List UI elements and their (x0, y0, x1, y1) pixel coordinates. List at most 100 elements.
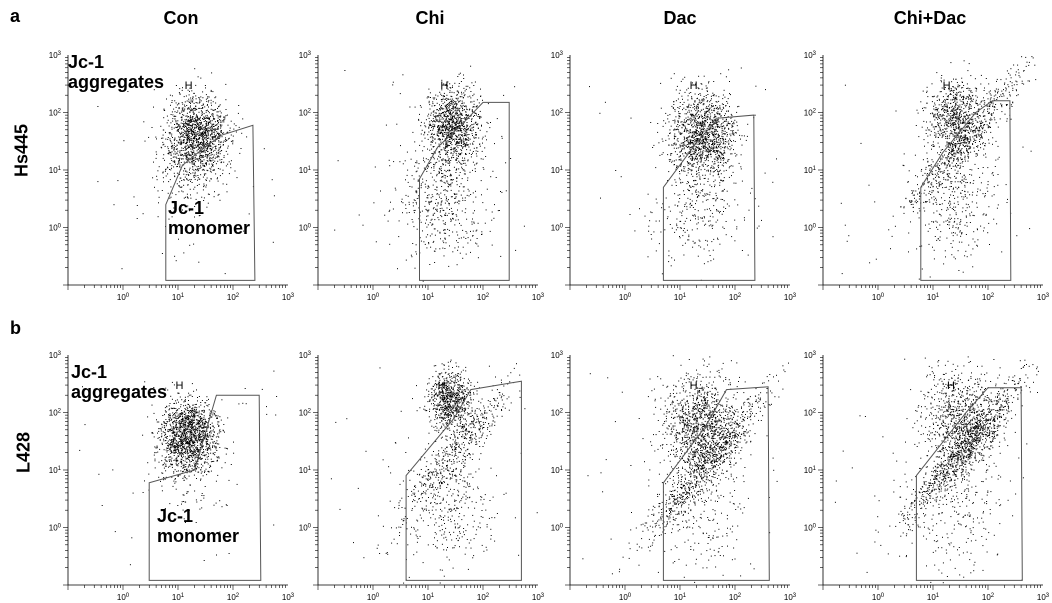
scatter-point (203, 156, 205, 158)
scatter-point (191, 90, 193, 92)
scatter-point (480, 88, 481, 90)
scatter-point (452, 213, 454, 215)
scatter-point (175, 85, 177, 86)
scatter-point (157, 170, 159, 172)
scatter-point (230, 160, 232, 162)
scatter-point (722, 122, 724, 124)
scatter-point (441, 159, 443, 160)
scatter-point (435, 112, 437, 114)
scatter-point (691, 115, 692, 117)
scatter-point (449, 133, 451, 135)
scatter-point (440, 120, 442, 122)
scatter-point (218, 106, 219, 108)
scatter-point (431, 218, 433, 220)
scatter-point (190, 115, 191, 117)
scatter-point (215, 147, 216, 149)
scatter-point (703, 178, 705, 179)
scatter-point (708, 143, 710, 145)
scatter-point (720, 198, 722, 200)
scatter-point (202, 176, 204, 178)
scatter-point (428, 166, 430, 168)
scatter-point (728, 128, 730, 130)
scatter-point (191, 140, 192, 142)
scatter-point (687, 130, 689, 132)
scatter-point (176, 122, 178, 124)
scatter-point (453, 100, 455, 102)
scatter-point (690, 202, 691, 204)
scatter-point (197, 149, 199, 150)
scatter-point (692, 131, 694, 133)
scatter-point (449, 143, 451, 144)
scatter-point (401, 198, 403, 200)
scatter-point (433, 240, 435, 242)
scatter-point (441, 135, 443, 137)
scatter-point (681, 121, 683, 123)
scatter-point (656, 202, 658, 204)
scatter-point (705, 142, 707, 144)
scatter-point (479, 117, 481, 119)
scatter-point (198, 138, 200, 140)
scatter-point (457, 246, 459, 248)
scatter-point (187, 133, 189, 135)
scatter-point (726, 101, 728, 102)
scatter-point (445, 105, 447, 106)
scatter-point (228, 161, 230, 163)
scatter-point (457, 107, 459, 109)
scatter-point (206, 177, 208, 179)
scatter-point (709, 173, 711, 175)
scatter-point (720, 115, 722, 117)
scatter-point (452, 139, 454, 140)
scatter-point (697, 222, 699, 224)
scatter-point (184, 149, 186, 151)
scatter-point (450, 146, 452, 148)
scatter-point (216, 156, 218, 158)
scatter-point (168, 152, 170, 154)
scatter-point (183, 170, 185, 172)
scatter-point (679, 155, 681, 157)
scatter-point (709, 131, 711, 133)
scatter-point (167, 166, 168, 168)
scatter-point (202, 125, 203, 127)
scatter-point (704, 157, 706, 159)
scatter-point (191, 143, 193, 145)
scatter-point (210, 178, 212, 180)
scatter-point (157, 190, 159, 192)
scatter-point (704, 193, 706, 195)
scatter-point (678, 115, 680, 117)
scatter-point (206, 129, 208, 131)
scatter-point (200, 163, 202, 165)
scatter-point (217, 107, 218, 109)
scatter-point (217, 123, 219, 125)
scatter-point (444, 237, 446, 239)
scatter-point (173, 108, 175, 110)
scatter-point (170, 104, 171, 106)
scatter-point (695, 121, 697, 123)
scatter-point (469, 108, 471, 110)
scatter-point (180, 155, 182, 156)
scatter-point (696, 139, 698, 141)
scatter-point (188, 123, 190, 125)
scatter-point (210, 157, 212, 159)
scatter-point (724, 146, 726, 148)
scatter-point (187, 130, 189, 132)
scatter-point (192, 152, 194, 154)
scatter-point (436, 102, 438, 104)
x-tick-label: 100 (117, 293, 130, 302)
scatter-point (175, 127, 177, 128)
scatter-point (450, 87, 452, 89)
scatter-point (441, 160, 443, 161)
scatter-point (697, 154, 698, 156)
scatter-point (427, 234, 429, 236)
scatter-point (678, 129, 679, 131)
scatter-point (186, 159, 188, 161)
scatter-point (406, 174, 408, 176)
scatter-point (724, 162, 726, 163)
scatter-point (701, 124, 703, 126)
scatter-point (696, 153, 698, 155)
scatter-point (194, 127, 196, 129)
scatter-point (190, 109, 191, 111)
scatter-point (424, 137, 426, 139)
scatter-point (699, 143, 701, 145)
scatter-point (212, 109, 214, 111)
scatter-point (186, 171, 188, 173)
